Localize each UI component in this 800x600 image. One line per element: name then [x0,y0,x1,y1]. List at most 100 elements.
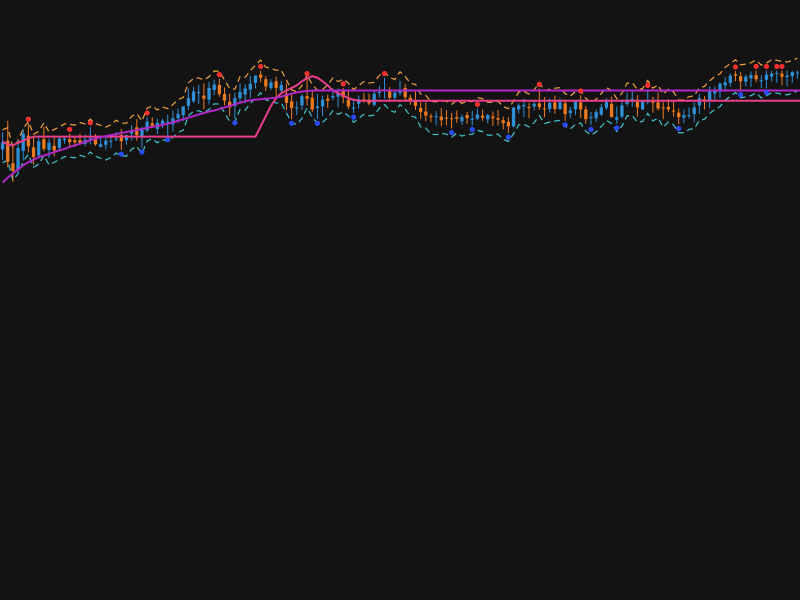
candle [346,89,351,109]
candle-body [233,98,237,106]
candle-body [558,102,562,109]
candle-body [274,81,278,88]
candle-body [253,75,258,83]
candle [253,75,258,89]
candle [682,109,686,124]
candle [295,101,299,116]
candle-body [186,98,191,106]
candle-body [599,107,603,115]
candle-body [728,75,732,83]
candle-body [222,94,227,101]
candle [289,93,294,120]
candle [738,72,743,91]
candle [429,113,433,123]
candle-body [264,79,268,87]
candle [222,87,227,106]
low-marker [469,126,475,133]
candle-body [351,107,356,109]
candle [150,117,154,128]
candle [11,145,15,182]
candle-body [795,72,800,74]
candle [129,125,134,141]
candle-body [403,87,407,98]
candle [527,102,531,119]
candle-body [738,76,743,82]
candle [754,70,758,83]
indicator-line-1 [1,89,800,184]
high-marker [216,72,222,78]
candle [795,70,800,79]
candle-body [542,108,547,110]
envelope-layer [2,57,798,182]
low-marker [289,120,295,126]
candle [418,102,423,119]
low-marker [588,126,594,133]
candle-body [609,103,614,118]
candle [609,96,614,118]
candle-body [6,140,10,162]
candle [661,102,665,120]
candle-body [315,106,320,108]
candle [21,128,25,161]
candle-body [635,100,640,108]
candle [517,103,521,114]
candle-body [398,89,402,94]
candle [403,83,407,102]
candle-body [310,97,314,110]
candle-body [248,83,252,90]
candle-body [506,121,511,127]
candle-body [197,92,201,94]
candle [615,106,619,124]
candle-body [295,107,299,109]
low-marker [449,129,455,136]
candle [470,110,474,126]
candle [630,91,634,107]
candle-body [723,82,727,86]
candle [393,90,397,102]
candle-body [449,118,454,120]
candle [775,70,779,83]
markers-layer [25,63,785,157]
candle [625,92,629,107]
low-marker [614,125,620,131]
candle [398,80,402,96]
candle-body [68,139,72,143]
candle-body [47,142,51,150]
candle [0,132,5,160]
high-marker [645,82,651,88]
high-marker [381,70,388,77]
candle [537,88,542,110]
candle [449,113,454,129]
candle [78,133,82,145]
candle-body [300,96,304,106]
candle [372,91,376,107]
candle-body [785,75,789,78]
high-marker [536,81,542,87]
candle [692,102,696,123]
candle [646,89,650,105]
candle-body [119,135,123,142]
candle-body [548,102,552,109]
candle [357,95,361,109]
high-marker [258,63,264,70]
candle-body [775,73,779,75]
candle-body [480,115,485,118]
candle [104,137,108,150]
candle-body [207,87,211,100]
candle [480,109,485,121]
candle-body [114,138,118,140]
candle [42,126,46,152]
candle-body [501,120,505,124]
candle-body [258,74,263,78]
candle-body [708,91,712,101]
high-marker [87,120,93,126]
candle [207,81,211,105]
candle-body [37,141,41,156]
candle-body [326,98,330,101]
candle [351,98,356,114]
candle [620,101,624,119]
candle [243,84,247,104]
candle-body [444,117,449,119]
low-marker [118,151,124,157]
candle [532,101,536,111]
